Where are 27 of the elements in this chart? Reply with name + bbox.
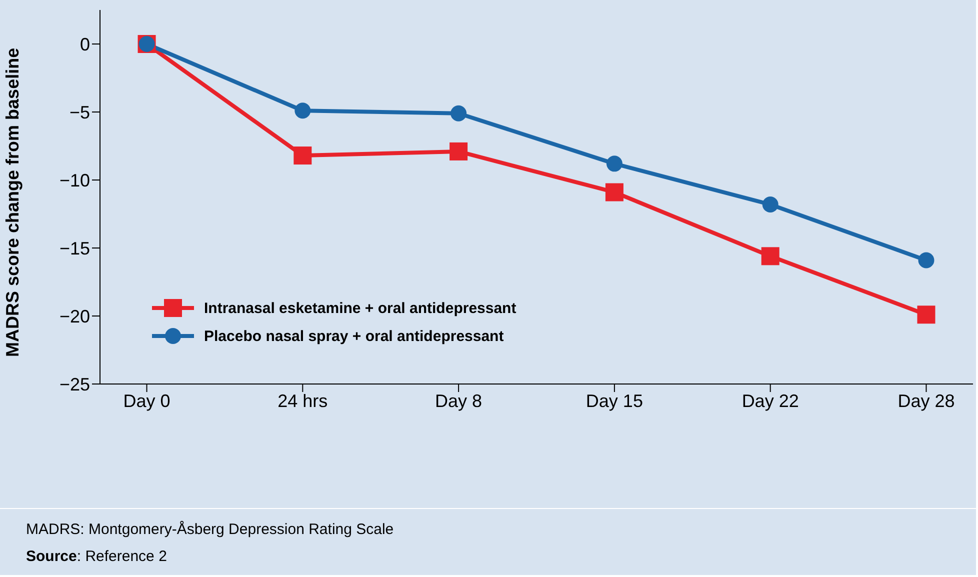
point: [918, 252, 934, 268]
legend-label: Intranasal esketamine + oral antidepressant: [204, 300, 516, 316]
y-tick-label: −5: [69, 102, 90, 122]
x-tick-label: Day 0: [123, 390, 170, 411]
y-tick-label: −20: [59, 306, 90, 326]
x-tick-label: Day 15: [586, 390, 643, 411]
point: [450, 105, 467, 122]
point: [294, 102, 311, 119]
y-tick-label: 0: [80, 34, 90, 54]
x-tick-label: 24 hrs: [278, 390, 328, 411]
point: [762, 196, 778, 212]
point: [761, 247, 780, 266]
point: [450, 142, 468, 160]
x-tick-label: Day 28: [898, 390, 955, 411]
text: MADRS: Montgomery-Åsberg Depression Rating Scale: [26, 521, 394, 538]
y-axis-title: MADRS score change from baseline: [2, 48, 22, 357]
source-note: Source: Reference 2: [26, 548, 167, 565]
point: [606, 156, 622, 172]
y-tick-label: −15: [59, 238, 90, 258]
legend-label: Placebo nasal spray + oral antidepressant: [204, 328, 504, 344]
point: [605, 183, 624, 202]
x-tick-label: Day 22: [742, 390, 799, 411]
y-tick-label: −25: [59, 374, 90, 394]
point: [294, 146, 312, 165]
point: [917, 306, 936, 324]
y-tick-label: −10: [59, 170, 90, 190]
x-tick-label: Day 8: [435, 390, 482, 411]
